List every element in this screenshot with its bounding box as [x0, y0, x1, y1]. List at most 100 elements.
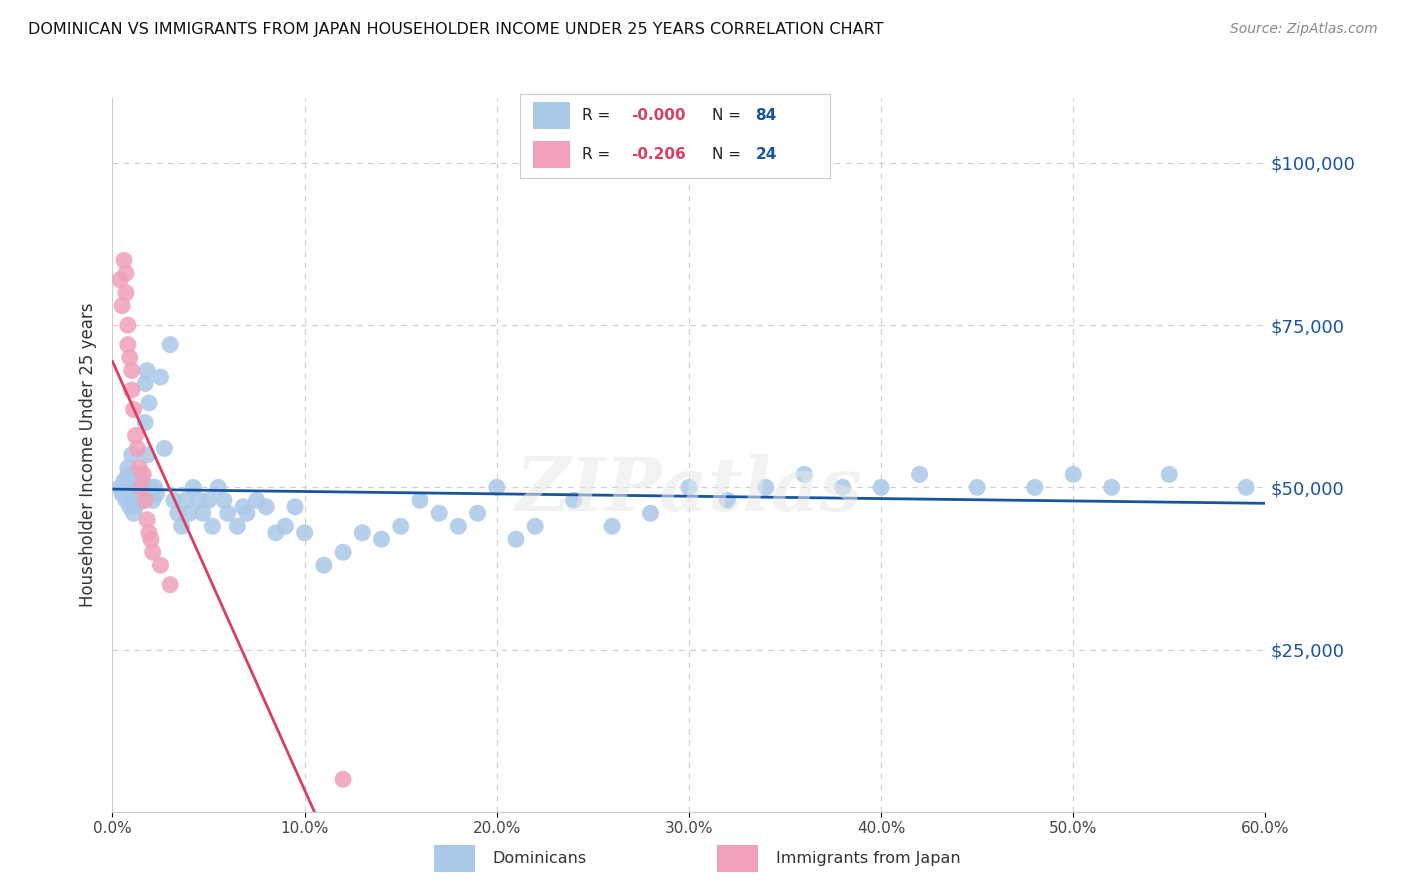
Point — [163, 493, 186, 508]
Point — [600, 519, 623, 533]
Point — [153, 442, 176, 456]
Text: -0.000: -0.000 — [631, 108, 686, 123]
Point — [138, 525, 160, 540]
Point — [117, 461, 139, 475]
Point — [124, 500, 146, 514]
Point — [166, 506, 188, 520]
Point — [115, 266, 138, 280]
Point — [524, 519, 547, 533]
Point — [217, 506, 239, 520]
Point — [128, 493, 150, 508]
Point — [1234, 480, 1257, 494]
Point — [467, 506, 489, 520]
Point — [121, 383, 143, 397]
Point — [139, 533, 162, 547]
Point — [122, 506, 145, 520]
Point — [284, 500, 307, 514]
Point — [132, 480, 155, 494]
Point — [562, 493, 585, 508]
Point — [121, 363, 143, 377]
Point — [793, 467, 815, 482]
Point — [142, 493, 165, 508]
Point — [115, 285, 138, 300]
Point — [409, 493, 432, 508]
Point — [143, 480, 166, 494]
Text: N =: N = — [711, 108, 745, 123]
Point — [170, 519, 193, 533]
Point — [127, 467, 149, 482]
Point — [112, 474, 135, 488]
Text: 24: 24 — [755, 147, 776, 162]
Text: Source: ZipAtlas.com: Source: ZipAtlas.com — [1230, 22, 1378, 37]
Point — [117, 318, 139, 333]
Point — [121, 448, 143, 462]
Point — [127, 480, 149, 494]
Point — [254, 500, 277, 514]
Point — [112, 253, 135, 268]
Point — [1159, 467, 1181, 482]
Point — [138, 396, 160, 410]
Point — [332, 772, 354, 787]
Point — [352, 525, 374, 540]
Text: -0.206: -0.206 — [631, 147, 686, 162]
Text: Dominicans: Dominicans — [492, 851, 586, 866]
Point — [129, 474, 153, 488]
Point — [1101, 480, 1123, 494]
Point — [179, 506, 201, 520]
Point — [129, 487, 153, 501]
Point — [128, 461, 150, 475]
Point — [427, 506, 450, 520]
Point — [1062, 467, 1084, 482]
Point — [274, 519, 297, 533]
Point — [117, 467, 139, 482]
Point — [181, 480, 204, 494]
Point — [370, 533, 392, 547]
Point — [145, 487, 167, 501]
Point — [129, 480, 153, 494]
Point — [118, 500, 141, 514]
Point — [332, 545, 354, 559]
Point — [212, 493, 235, 508]
Point — [124, 428, 146, 442]
Text: N =: N = — [711, 147, 745, 162]
Point — [136, 363, 159, 377]
Point — [118, 480, 141, 494]
Point — [870, 480, 893, 494]
Point — [149, 558, 172, 573]
Point — [1024, 480, 1046, 494]
Point — [447, 519, 470, 533]
Text: ZIPatlas: ZIPatlas — [516, 454, 862, 527]
Point — [755, 480, 778, 494]
Point — [142, 545, 165, 559]
Point — [174, 493, 197, 508]
Point — [678, 480, 700, 494]
Point — [122, 487, 145, 501]
Point — [485, 480, 508, 494]
Point — [134, 416, 156, 430]
Text: DOMINICAN VS IMMIGRANTS FROM JAPAN HOUSEHOLDER INCOME UNDER 25 YEARS CORRELATION: DOMINICAN VS IMMIGRANTS FROM JAPAN HOUSE… — [28, 22, 883, 37]
Text: R =: R = — [582, 147, 616, 162]
Point — [111, 487, 134, 501]
Point — [108, 480, 131, 494]
Point — [201, 519, 224, 533]
Point — [908, 467, 931, 482]
Point — [134, 493, 156, 508]
Text: Immigrants from Japan: Immigrants from Japan — [776, 851, 960, 866]
Text: R =: R = — [582, 108, 616, 123]
Point — [127, 442, 149, 456]
Point — [136, 448, 159, 462]
Point — [232, 500, 254, 514]
Point — [122, 402, 145, 417]
FancyBboxPatch shape — [433, 846, 475, 872]
Point — [132, 493, 155, 508]
FancyBboxPatch shape — [717, 846, 758, 872]
Point — [245, 493, 267, 508]
Point — [139, 480, 162, 494]
Point — [191, 506, 214, 520]
Point — [115, 493, 138, 508]
Point — [236, 506, 259, 520]
Point — [505, 533, 527, 547]
Point — [716, 493, 738, 508]
Point — [159, 577, 181, 591]
Point — [128, 480, 150, 494]
